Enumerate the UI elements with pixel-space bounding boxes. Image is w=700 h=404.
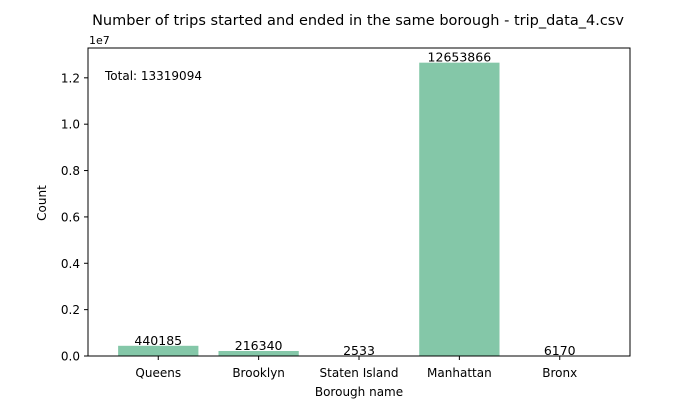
chart-title: Number of trips started and ended in the… — [92, 13, 624, 29]
y-axis-offset-label: 1e7 — [89, 34, 110, 47]
x-tick-label: Bronx — [542, 366, 577, 380]
y-tick-label: 1.0 — [61, 118, 80, 132]
x-tick-label: Brooklyn — [232, 366, 285, 380]
bar-manhattan — [419, 63, 499, 356]
y-tick-label: 0.6 — [61, 210, 80, 224]
y-tick-label: 0.8 — [61, 164, 80, 178]
y-axis-label: Count — [35, 185, 49, 221]
value-label: 216340 — [235, 338, 283, 353]
y-tick-label: 0.4 — [61, 257, 80, 271]
y-tick-label: 0.2 — [61, 303, 80, 317]
y-tick-label: 0.0 — [61, 350, 80, 364]
y-tick-label: 1.2 — [61, 71, 80, 85]
x-tick-label: Manhattan — [427, 366, 492, 380]
bars-layer — [118, 63, 600, 356]
total-annotation: Total: 13319094 — [104, 69, 202, 83]
value-label: 440185 — [134, 333, 182, 348]
x-axis-label: Borough name — [315, 385, 403, 399]
x-tick-label: Queens — [135, 366, 181, 380]
value-label: 12653866 — [428, 50, 492, 65]
plot-area-frame — [88, 48, 630, 356]
x-tick-label: Staten Island — [320, 366, 399, 380]
